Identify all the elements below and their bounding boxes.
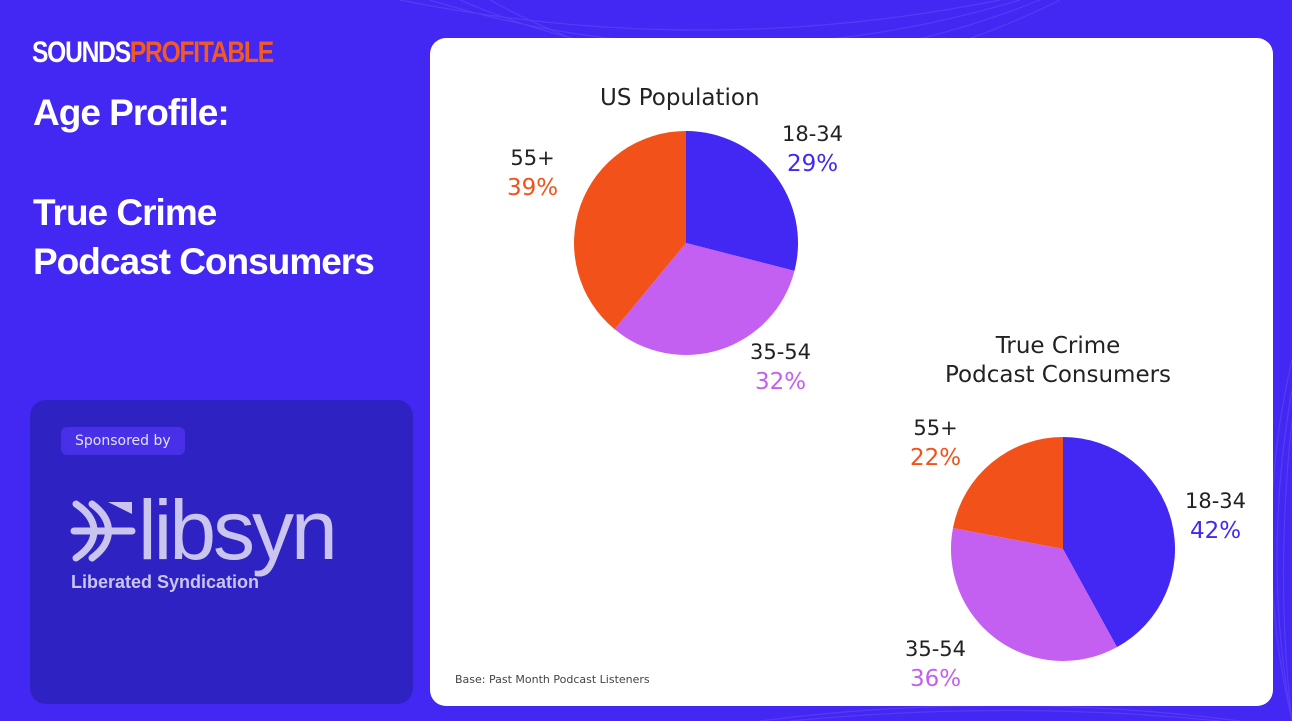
sponsored-by-badge: Sponsored by [61,427,185,455]
pie1-slice-55-plus [573,131,686,330]
pie1-slice-35-54 [614,243,795,355]
pie2-title: True Crime Podcast Consumers [945,332,1171,390]
page-subtitle-line1: True Crime [33,192,217,233]
libsyn-logo-icon [70,500,136,562]
page-title: Age Profile: [33,92,230,133]
pie1-label-55-plus: 55+ 39% [507,144,558,204]
libsyn-logo-wordmark: libsyn [138,483,338,577]
pie2-label-55-plus-value: 22% [910,445,962,471]
pie1-label-35-54: 35-54 32% [750,338,811,398]
pie2-slice-35-54 [950,528,1117,662]
pie1-label-55-plus-category: 55+ [510,146,555,170]
pie2-label-35-54: 35-54 36% [905,635,966,695]
pie2-label-35-54-category: 35-54 [905,637,967,661]
page-subtitle-line2: Podcast Consumers [33,241,375,282]
chart-card: US Population 18-34 29% 35-54 32% 55+ 39… [430,38,1273,706]
pie-charts [573,131,1176,662]
pie2-slice-55-plus [952,437,1063,549]
pie2-label-18-34-value: 42% [1189,518,1242,544]
pie2-label-18-34: 18-34 42% [1185,487,1246,547]
pie1-title: US Population [600,85,760,111]
pie1-label-18-34-value: 29% [786,151,839,177]
pie1-label-35-54-category: 35-54 [750,340,812,364]
brand-logo-part2: PROFITABLE [129,36,274,69]
pie1-label-55-plus-value: 39% [507,175,559,201]
pie2-title-line2: Podcast Consumers [945,362,1172,388]
pie2-label-55-plus-category: 55+ [913,416,958,440]
pie1-label-18-34-category: 18-34 [782,122,844,146]
pie2-label-18-34-category: 18-34 [1185,489,1247,513]
pie2-title-line1: True Crime [995,333,1121,359]
footnote: Base: Past Month Podcast Listeners [455,673,650,686]
pie2-label-35-54-value: 36% [909,666,962,692]
pie2-label-55-plus: 55+ 22% [910,414,961,474]
pie1-label-35-54-value: 32% [754,369,807,395]
pie1-label-18-34: 18-34 29% [782,120,843,180]
brand-logo-part1: SOUNDS [32,36,131,69]
pie2-slice-18-34 [1063,437,1176,648]
libsyn-logo-tagline: Liberated Syndication [71,572,260,592]
brand-logo: SOUNDSPROFITABLE [32,36,274,70]
sponsor-panel: Sponsored by libsyn Liberated Syndicatio… [30,400,413,704]
pie1-slice-18-34 [686,131,798,271]
